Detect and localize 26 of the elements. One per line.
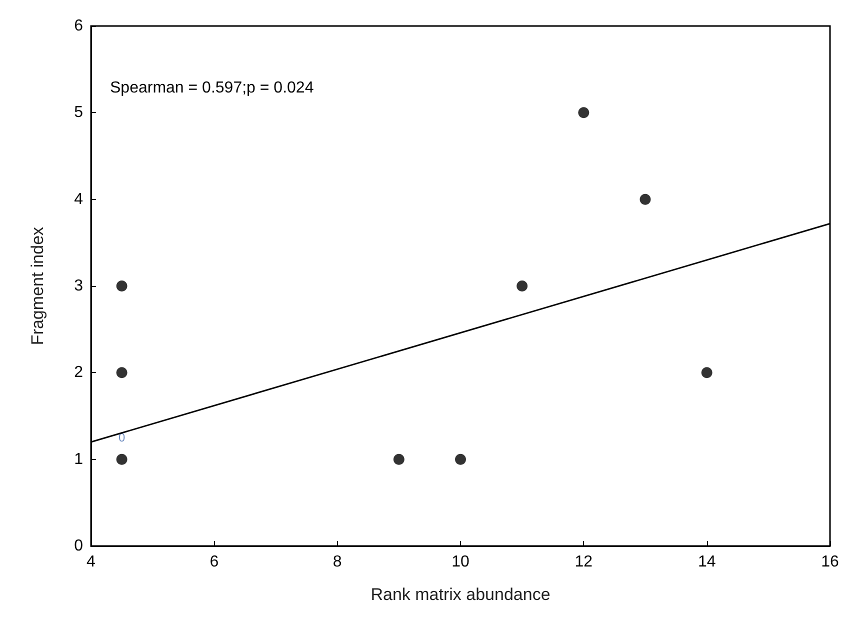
y-tick-label: 4: [74, 190, 84, 208]
point: [116, 280, 128, 292]
y-axis-title: Fragment index: [28, 226, 47, 346]
y-tick-label: 5: [74, 104, 84, 122]
point: [393, 454, 404, 465]
y-tick-label: 6: [74, 18, 84, 34]
x-tick-label: 6: [210, 554, 219, 570]
x-tick-label: 14: [698, 554, 716, 570]
x-tick-label: 12: [574, 554, 593, 570]
annotation: Spearman = 0.597;p = 0.024: [110, 80, 314, 96]
y-tick-label: 3: [74, 278, 84, 294]
point: [116, 367, 128, 378]
point: [516, 280, 528, 292]
y-tick-label: 0: [74, 538, 84, 554]
y-tick-label: 2: [74, 364, 84, 382]
point: [701, 367, 712, 378]
x-axis-title: Rank matrix abundance: [370, 585, 550, 604]
x-tick-label: 10: [452, 554, 470, 570]
point: [578, 107, 590, 118]
point: [455, 454, 466, 465]
point: [116, 454, 128, 465]
y-tick-label: 1: [74, 450, 84, 468]
x-tick-label: 8: [332, 554, 342, 570]
x-tick-label: 4: [86, 554, 96, 570]
point: [640, 194, 651, 205]
x-tick-label: 16: [821, 554, 839, 570]
